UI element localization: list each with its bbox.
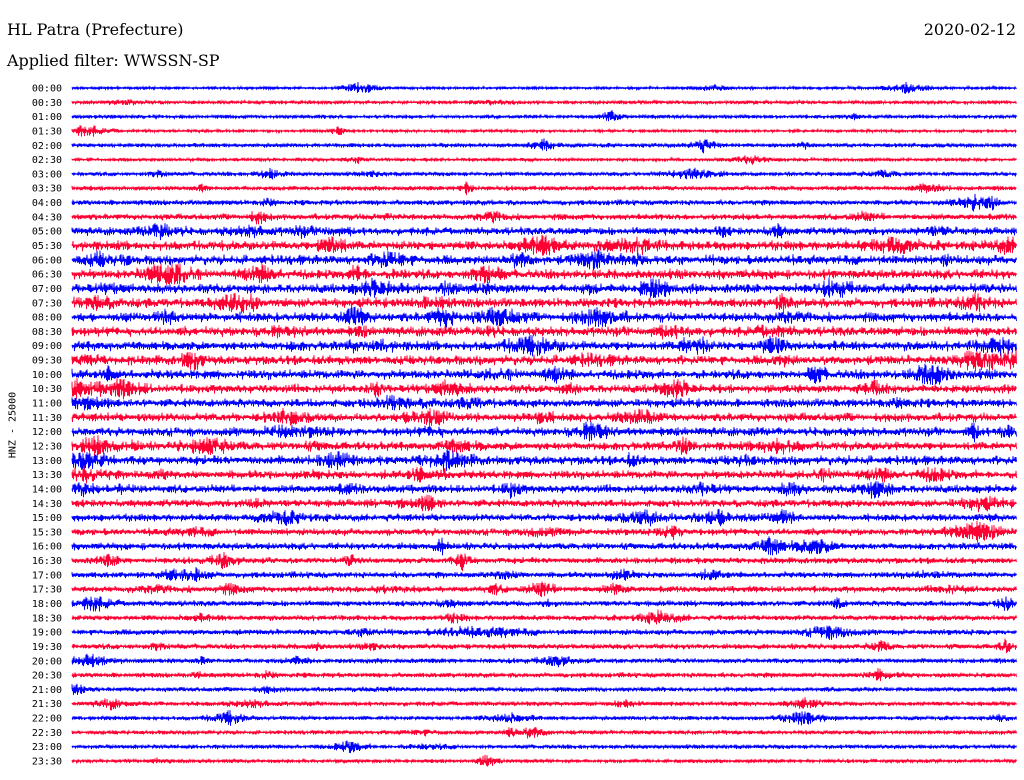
seismic-trace-1900: [71, 625, 1017, 640]
seismic-trace-2230: [71, 726, 1017, 739]
seismic-trace-0830: [71, 324, 1017, 340]
time-tick-label: 15:30: [32, 527, 62, 538]
seismic-trace-0900: [71, 334, 1017, 357]
time-tick-label: 15:00: [32, 513, 62, 524]
seismic-trace-0430: [71, 210, 1017, 225]
time-tick-label: 18:30: [32, 613, 62, 624]
seismic-trace-0700: [71, 277, 1017, 299]
seismic-trace-0930: [71, 349, 1017, 372]
seismic-trace-1630: [71, 551, 1017, 572]
time-tick-label: 23:00: [32, 742, 62, 753]
seismic-trace-2000: [71, 653, 1017, 668]
time-tick-label: 08:00: [32, 313, 62, 324]
time-tick-label: 08:30: [32, 327, 62, 338]
time-tick-label: 00:30: [32, 98, 62, 109]
filter-label: Applied filter: WWSSN-SP: [7, 51, 220, 70]
time-tick-label: 05:00: [32, 227, 62, 238]
date-label: 2020-02-12: [923, 20, 1016, 39]
seismic-trace-1000: [71, 363, 1017, 386]
time-tick-label: 10:30: [32, 384, 62, 395]
time-tick-label: 11:00: [32, 399, 62, 410]
time-tick-label: 04:00: [32, 198, 62, 209]
time-tick-label: 03:30: [32, 184, 62, 195]
time-tick-label: 22:30: [32, 728, 62, 739]
time-tick-label: 21:00: [32, 685, 62, 696]
time-tick-label: 01:00: [32, 112, 62, 123]
time-tick-label: 20:00: [32, 656, 62, 667]
time-tick-label: 19:30: [32, 642, 62, 653]
time-tick-label: 10:00: [32, 370, 62, 381]
seismic-trace-1400: [71, 480, 1017, 499]
time-tick-label: 13:30: [32, 470, 62, 481]
time-tick-label: 11:30: [32, 413, 62, 424]
time-tick-label: 07:30: [32, 298, 62, 309]
time-tick-label: 06:30: [32, 270, 62, 281]
time-tick-label: 16:30: [32, 556, 62, 567]
seismic-trace-0100: [71, 110, 1017, 122]
seismic-trace-0400: [71, 193, 1017, 212]
time-tick-label: 06:00: [32, 255, 62, 266]
time-tick-label: 09:30: [32, 356, 62, 367]
time-tick-label: 17:30: [32, 585, 62, 596]
time-tick-label: 02:30: [32, 155, 62, 166]
time-tick-label: 12:00: [32, 427, 62, 438]
seismic-trace-1430: [71, 494, 1017, 513]
time-tick-label: 17:00: [32, 570, 62, 581]
time-tick-label: 14:30: [32, 499, 62, 510]
time-tick-label: 13:00: [32, 456, 62, 467]
seismic-trace-1200: [71, 421, 1017, 443]
time-tick-label: 20:30: [32, 671, 62, 682]
station-title: HL Patra (Prefecture): [7, 20, 184, 39]
time-tick-label: 01:30: [32, 126, 62, 137]
time-tick-label: 09:00: [32, 341, 62, 352]
time-tick-label: 23:30: [32, 757, 62, 768]
time-tick-label: 18:00: [32, 599, 62, 610]
seismic-trace-0730: [71, 292, 1017, 314]
seismic-trace-0600: [71, 248, 1017, 271]
time-tick-label: 12:30: [32, 441, 62, 452]
time-tick-label: 05:30: [32, 241, 62, 252]
time-tick-label: 02:00: [32, 141, 62, 152]
seismic-trace-1500: [71, 508, 1017, 527]
time-tick-label: 21:30: [32, 699, 62, 710]
time-tick-label: 04:30: [32, 212, 62, 223]
time-tick-label: 19:00: [32, 628, 62, 639]
time-tick-label: 00:00: [32, 84, 62, 95]
time-tick-label: 16:00: [32, 542, 62, 553]
time-tick-label: 07:00: [32, 284, 62, 295]
seismic-trace-1100: [71, 394, 1017, 411]
seismic-trace-1830: [71, 609, 1017, 625]
time-tick-label: 22:00: [32, 714, 62, 725]
seismic-trace-1130: [71, 407, 1017, 427]
seismic-trace-1730: [71, 581, 1017, 598]
time-tick-label: 14:00: [32, 484, 62, 495]
time-tick-label: 03:00: [32, 169, 62, 180]
